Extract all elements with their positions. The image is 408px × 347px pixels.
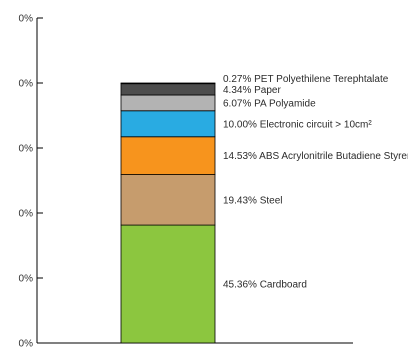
- y-tick-label: 0%: [19, 209, 34, 220]
- bar-segment: [120, 94, 216, 112]
- y-tick-label: 0%: [19, 14, 34, 25]
- y-ticks: 0% 0% 0% 0% 0% 0%: [19, 14, 43, 347]
- y-tick-label: 0%: [19, 144, 34, 155]
- bar-segment: [120, 136, 216, 175]
- segment-labels: 45.36% Cardboard 19.43% Steel 14.53% ABS A…: [223, 74, 408, 291]
- segment-label: 19.43% Steel: [223, 195, 283, 206]
- segment-label: 0.27% PET Polyethilene Terephtalate: [223, 74, 389, 85]
- y-tick-label: 0%: [19, 79, 34, 90]
- bar-segment: [120, 174, 216, 226]
- segment-label: 10.00% Electronic circuit > 10cm²: [223, 119, 372, 130]
- segment-label: 6.07% PA Polyamide: [223, 98, 316, 109]
- y-tick-label: 0%: [19, 274, 34, 285]
- segment-label: 14.53% ABS Acrylonitrile Butadiene Styre…: [223, 151, 408, 162]
- bar-segment: [120, 82, 216, 85]
- bar-segment: [120, 224, 216, 344]
- segment-label: 45.36% Cardboard: [223, 280, 307, 291]
- bar-segment: [120, 83, 216, 96]
- bar-segment: [120, 110, 216, 138]
- bar-segments: [120, 82, 216, 344]
- segment-label: 4.34% Paper: [223, 85, 281, 96]
- y-tick-label: 0%: [19, 339, 34, 347]
